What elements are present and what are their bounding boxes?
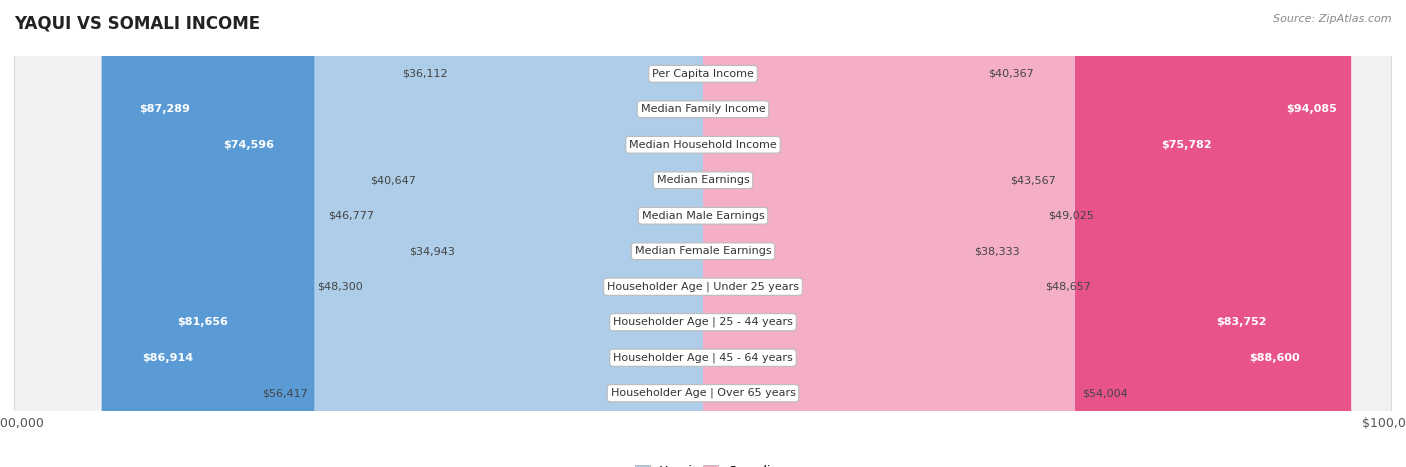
FancyBboxPatch shape <box>104 0 703 467</box>
Text: Source: ZipAtlas.com: Source: ZipAtlas.com <box>1274 14 1392 24</box>
FancyBboxPatch shape <box>14 0 1392 467</box>
Text: Median Family Income: Median Family Income <box>641 104 765 114</box>
Text: $83,752: $83,752 <box>1216 317 1267 327</box>
FancyBboxPatch shape <box>14 0 1392 467</box>
FancyBboxPatch shape <box>315 0 703 467</box>
FancyBboxPatch shape <box>703 0 1279 467</box>
FancyBboxPatch shape <box>14 0 1392 467</box>
Text: $34,943: $34,943 <box>409 246 456 256</box>
FancyBboxPatch shape <box>14 0 1392 467</box>
FancyBboxPatch shape <box>14 0 1392 467</box>
Text: $38,333: $38,333 <box>974 246 1019 256</box>
FancyBboxPatch shape <box>454 0 703 467</box>
Text: $48,300: $48,300 <box>318 282 363 292</box>
Text: $87,289: $87,289 <box>139 104 190 114</box>
FancyBboxPatch shape <box>370 0 703 467</box>
Text: $56,417: $56,417 <box>262 388 308 398</box>
Text: YAQUI VS SOMALI INCOME: YAQUI VS SOMALI INCOME <box>14 14 260 32</box>
Text: $88,600: $88,600 <box>1249 353 1299 363</box>
FancyBboxPatch shape <box>14 0 1392 467</box>
Text: $43,567: $43,567 <box>1010 175 1056 185</box>
FancyBboxPatch shape <box>703 0 1002 467</box>
FancyBboxPatch shape <box>463 0 703 467</box>
FancyBboxPatch shape <box>14 0 1392 467</box>
Text: $54,004: $54,004 <box>1083 388 1128 398</box>
Text: Householder Age | 25 - 44 years: Householder Age | 25 - 44 years <box>613 317 793 327</box>
Text: Median Female Earnings: Median Female Earnings <box>634 246 772 256</box>
Text: $36,112: $36,112 <box>402 69 447 79</box>
Text: Householder Age | Over 65 years: Householder Age | Over 65 years <box>610 388 796 398</box>
Text: $74,596: $74,596 <box>224 140 274 150</box>
Text: Median Male Earnings: Median Male Earnings <box>641 211 765 221</box>
FancyBboxPatch shape <box>188 0 703 467</box>
FancyBboxPatch shape <box>703 0 1076 467</box>
Text: $81,656: $81,656 <box>177 317 228 327</box>
FancyBboxPatch shape <box>703 0 981 467</box>
FancyBboxPatch shape <box>14 0 1392 467</box>
Text: Householder Age | 45 - 64 years: Householder Age | 45 - 64 years <box>613 353 793 363</box>
Text: $49,025: $49,025 <box>1047 211 1094 221</box>
FancyBboxPatch shape <box>703 0 967 467</box>
FancyBboxPatch shape <box>703 0 1351 467</box>
Text: $86,914: $86,914 <box>142 353 193 363</box>
Text: $40,367: $40,367 <box>988 69 1033 79</box>
FancyBboxPatch shape <box>101 0 703 467</box>
FancyBboxPatch shape <box>381 0 703 467</box>
Text: $94,085: $94,085 <box>1286 104 1337 114</box>
FancyBboxPatch shape <box>703 0 1225 467</box>
FancyBboxPatch shape <box>703 0 1040 467</box>
Text: Median Earnings: Median Earnings <box>657 175 749 185</box>
Text: $75,782: $75,782 <box>1161 140 1212 150</box>
FancyBboxPatch shape <box>703 0 1313 467</box>
FancyBboxPatch shape <box>703 0 1038 467</box>
FancyBboxPatch shape <box>14 0 1392 467</box>
FancyBboxPatch shape <box>423 0 703 467</box>
Text: $48,657: $48,657 <box>1045 282 1091 292</box>
Text: Householder Age | Under 25 years: Householder Age | Under 25 years <box>607 282 799 292</box>
Text: $46,777: $46,777 <box>328 211 374 221</box>
FancyBboxPatch shape <box>141 0 703 467</box>
Text: $40,647: $40,647 <box>370 175 416 185</box>
Legend: Yaqui, Somali: Yaqui, Somali <box>630 460 776 467</box>
Text: Per Capita Income: Per Capita Income <box>652 69 754 79</box>
Text: Median Household Income: Median Household Income <box>628 140 778 150</box>
FancyBboxPatch shape <box>14 0 1392 467</box>
